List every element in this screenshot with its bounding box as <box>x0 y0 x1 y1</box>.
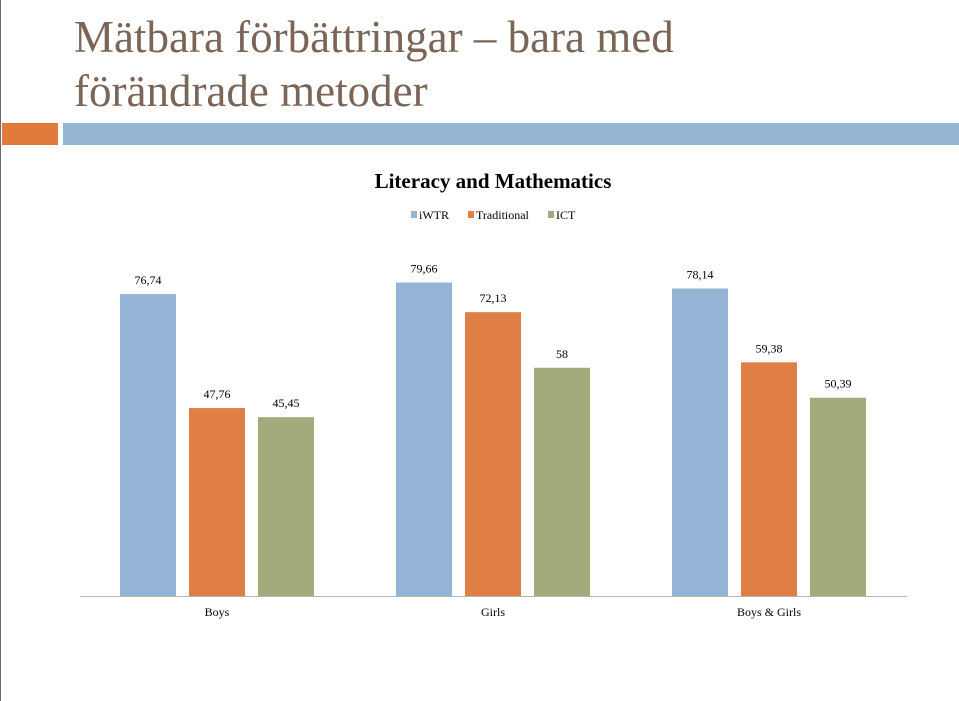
legend-label-iwtr: iWTR <box>419 208 449 222</box>
data-label-iwtr-boys: 76,74 <box>135 273 162 287</box>
bar-ict-boys-and-girls <box>810 397 866 596</box>
data-label-traditional-girls: 72,13 <box>480 291 507 305</box>
slide-title: Mätbara förbättringar – bara med förändr… <box>74 10 934 118</box>
accent-bar-blue <box>63 123 959 145</box>
bar-traditional-girls <box>465 312 521 596</box>
data-label-traditional-boys-and-girls: 59,38 <box>756 341 783 355</box>
chart-bars: 76,74 47,76 45,45 79,66 72,13 58 78,14 59,38 50,… <box>120 262 866 596</box>
bar-iwtr-girls <box>396 282 452 596</box>
legend-label-ict: ICT <box>556 208 576 222</box>
slide-title-line-2: förändrade metoder <box>74 66 428 116</box>
data-label-traditional-boys: 47,76 <box>204 387 231 401</box>
data-label-ict-boys: 45,45 <box>273 396 300 410</box>
legend-swatch-iwtr <box>411 211 417 218</box>
legend-swatch-traditional <box>468 211 474 218</box>
slide-left-border <box>0 0 1 701</box>
bar-traditional-boys-and-girls <box>741 362 797 596</box>
data-label-ict-girls: 58 <box>556 347 568 361</box>
legend-swatch-ict <box>548 211 554 218</box>
bar-iwtr-boys-and-girls <box>672 288 728 596</box>
data-label-ict-boys-and-girls: 50,39 <box>825 377 852 391</box>
bar-ict-boys <box>258 417 314 596</box>
data-label-iwtr-boys-and-girls: 78,14 <box>687 268 714 282</box>
x-tick-label-boys-and-girls: Boys & Girls <box>737 605 801 619</box>
bar-traditional-boys <box>189 408 245 596</box>
slide-title-line-1: Mätbara förbättringar – bara med <box>74 12 674 62</box>
data-label-iwtr-girls: 79,66 <box>411 262 438 276</box>
bar-ict-girls <box>534 367 590 596</box>
chart-title: Literacy and Mathematics <box>375 169 612 193</box>
chart-legend: iWTR Traditional ICT <box>411 208 576 222</box>
x-tick-label-boys: Boys <box>205 605 230 619</box>
bar-iwtr-boys <box>120 294 176 596</box>
x-axis-tick-labels: Boys Girls Boys & Girls <box>205 605 802 619</box>
x-tick-label-girls: Girls <box>481 605 505 619</box>
legend-label-traditional: Traditional <box>476 208 530 222</box>
accent-bar-orange <box>2 123 58 145</box>
